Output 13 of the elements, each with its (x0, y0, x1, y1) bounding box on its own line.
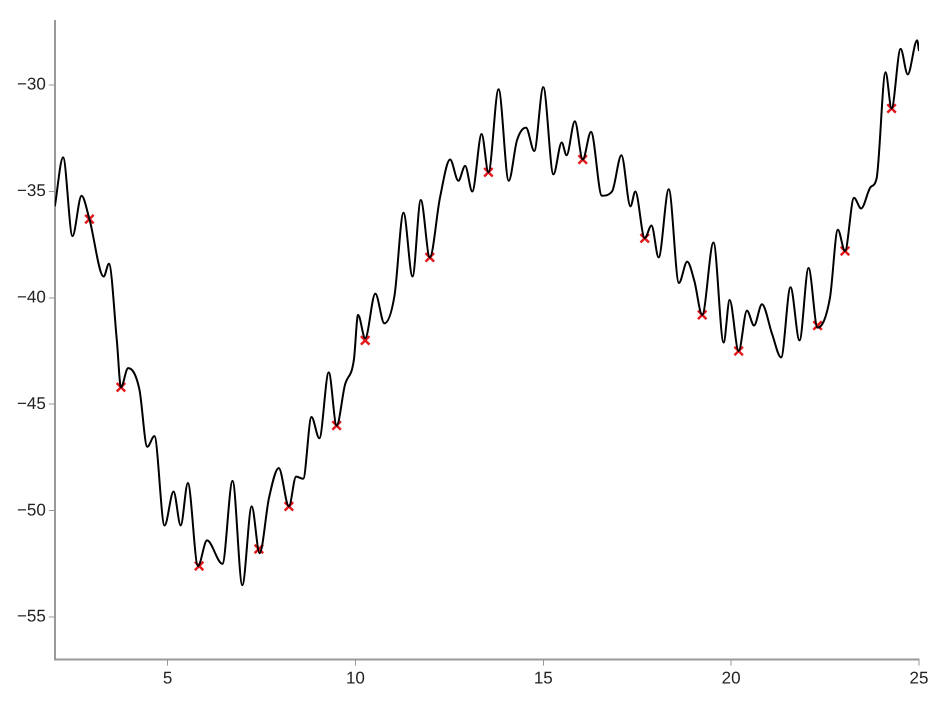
y-tick-label: −30 (16, 74, 46, 94)
x-tick-label: 25 (910, 668, 928, 688)
y-tick-label: −45 (16, 394, 46, 413)
x-tick-label: 5 (162, 668, 172, 688)
point (360, 334, 371, 346)
x-tick-label: 10 (346, 668, 365, 688)
y-tick-label: −55 (16, 606, 46, 626)
x-tick-label: 20 (722, 668, 741, 688)
y-tick-label: −35 (16, 181, 46, 200)
y-tick-label: −40 (16, 288, 46, 307)
x-tick-label: 15 (534, 668, 553, 688)
line-series (54, 39, 919, 586)
y-tick-label: −50 (16, 500, 46, 520)
